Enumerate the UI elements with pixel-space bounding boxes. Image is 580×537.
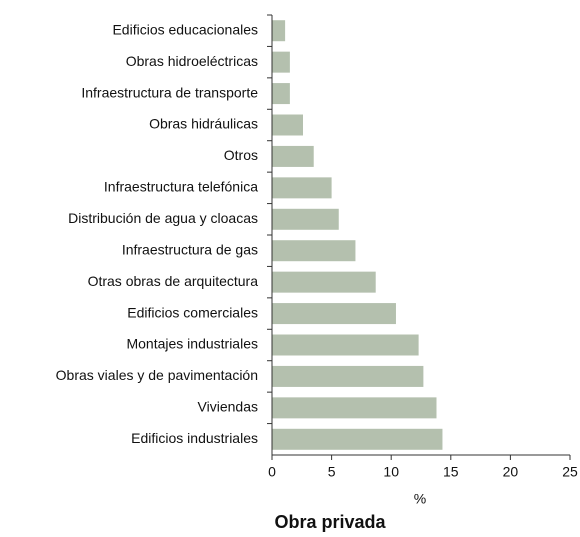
bar <box>272 365 424 387</box>
bar <box>272 428 443 450</box>
x-tick-label: 5 <box>328 464 336 480</box>
y-tick-label: Obras hidráulicas <box>149 116 258 132</box>
chart-title: Obra privada <box>274 512 386 532</box>
x-tick-label: 10 <box>383 464 399 480</box>
bar <box>272 271 376 293</box>
y-tick-label: Infraestructura de transporte <box>81 84 258 100</box>
bar <box>272 303 396 325</box>
bar <box>272 177 332 199</box>
bar <box>272 83 290 105</box>
y-tick-label: Viviendas <box>198 399 258 415</box>
y-tick-label: Distribución de agua y cloacas <box>68 210 258 226</box>
bar <box>272 208 339 230</box>
y-tick-label: Edificios comerciales <box>127 304 258 320</box>
y-tick-label: Otros <box>224 147 258 163</box>
y-tick-label: Obras viales y de pavimentación <box>56 367 258 383</box>
y-tick-label: Otras obras de arquitectura <box>88 273 259 289</box>
bar <box>272 397 437 419</box>
bar <box>272 145 314 167</box>
x-tick-label: 15 <box>443 464 459 480</box>
y-tick-label: Obras hidroeléctricas <box>126 53 258 69</box>
y-tick-label: Edificios educacionales <box>112 21 258 37</box>
y-tick-label: Infraestructura telefónica <box>104 179 258 195</box>
bar <box>272 114 303 136</box>
y-tick-label: Edificios industriales <box>131 430 258 446</box>
x-tick-label: 0 <box>268 464 276 480</box>
bar <box>272 20 286 42</box>
y-tick-label: Montajes industriales <box>126 336 258 352</box>
x-tick-label: 20 <box>503 464 519 480</box>
y-tick-label: Infraestructura de gas <box>122 241 258 257</box>
x-tick-label: 25 <box>562 464 578 480</box>
bar <box>272 240 356 262</box>
x-axis-label: % <box>414 491 426 507</box>
bar <box>272 334 419 356</box>
bar <box>272 51 290 73</box>
